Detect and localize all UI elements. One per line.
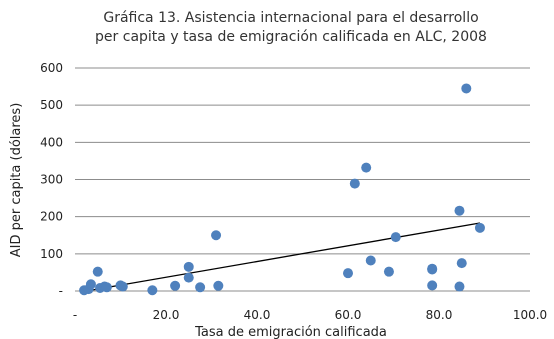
data-point xyxy=(349,178,360,189)
data-point xyxy=(195,282,206,293)
y-tick-label: 100 xyxy=(40,247,63,261)
data-point xyxy=(183,272,194,283)
data-point xyxy=(85,279,96,290)
x-tick-label: 20.0 xyxy=(153,308,180,322)
x-axis-ticks: - 20.0 40.0 60.0 80.0 100.0 xyxy=(73,308,547,322)
data-point xyxy=(211,230,222,241)
x-tick-label: 40.0 xyxy=(244,308,271,322)
data-point xyxy=(343,268,353,279)
data-point xyxy=(427,280,438,291)
data-point xyxy=(474,222,485,233)
data-point xyxy=(454,205,465,216)
x-tick-label: 60.0 xyxy=(335,308,362,322)
data-point xyxy=(365,255,376,266)
data-point xyxy=(170,280,181,291)
y-axis-title: AID per capita (dólares) xyxy=(9,103,24,258)
x-tick-label: 100.0 xyxy=(513,308,547,322)
y-tick-label: 200 xyxy=(40,210,63,224)
y-tick-label: 600 xyxy=(40,61,63,75)
gridlines xyxy=(75,67,530,292)
x-axis-title: Tasa de emigración calificada xyxy=(194,325,387,339)
chart-title-line-1: Gráfica 13. Asistencia internacional par… xyxy=(103,10,478,26)
data-point xyxy=(461,83,472,94)
data-point xyxy=(101,282,112,293)
data-point xyxy=(183,261,194,272)
data-point xyxy=(117,281,128,292)
data-points xyxy=(79,83,485,296)
data-point xyxy=(92,266,103,277)
data-point xyxy=(361,162,372,173)
trendline-group xyxy=(86,222,481,292)
y-axis-ticks: - 100 200 300 400 500 600 xyxy=(40,61,63,298)
chart-title-line-2: per capita y tasa de emigración califica… xyxy=(95,29,487,45)
x-tick-label: 80.0 xyxy=(426,308,453,322)
data-point xyxy=(456,258,467,269)
data-point xyxy=(454,281,465,292)
y-tick-label: 300 xyxy=(40,173,63,187)
data-point xyxy=(213,280,224,291)
y-tick-label: 500 xyxy=(40,98,63,112)
y-tick-label: - xyxy=(59,284,63,298)
data-point xyxy=(427,264,438,275)
data-point xyxy=(383,266,394,277)
trendline xyxy=(86,222,481,292)
y-tick-label: 400 xyxy=(40,135,63,149)
data-point xyxy=(147,285,158,296)
data-point xyxy=(390,232,401,243)
x-tick-label: - xyxy=(73,308,77,322)
